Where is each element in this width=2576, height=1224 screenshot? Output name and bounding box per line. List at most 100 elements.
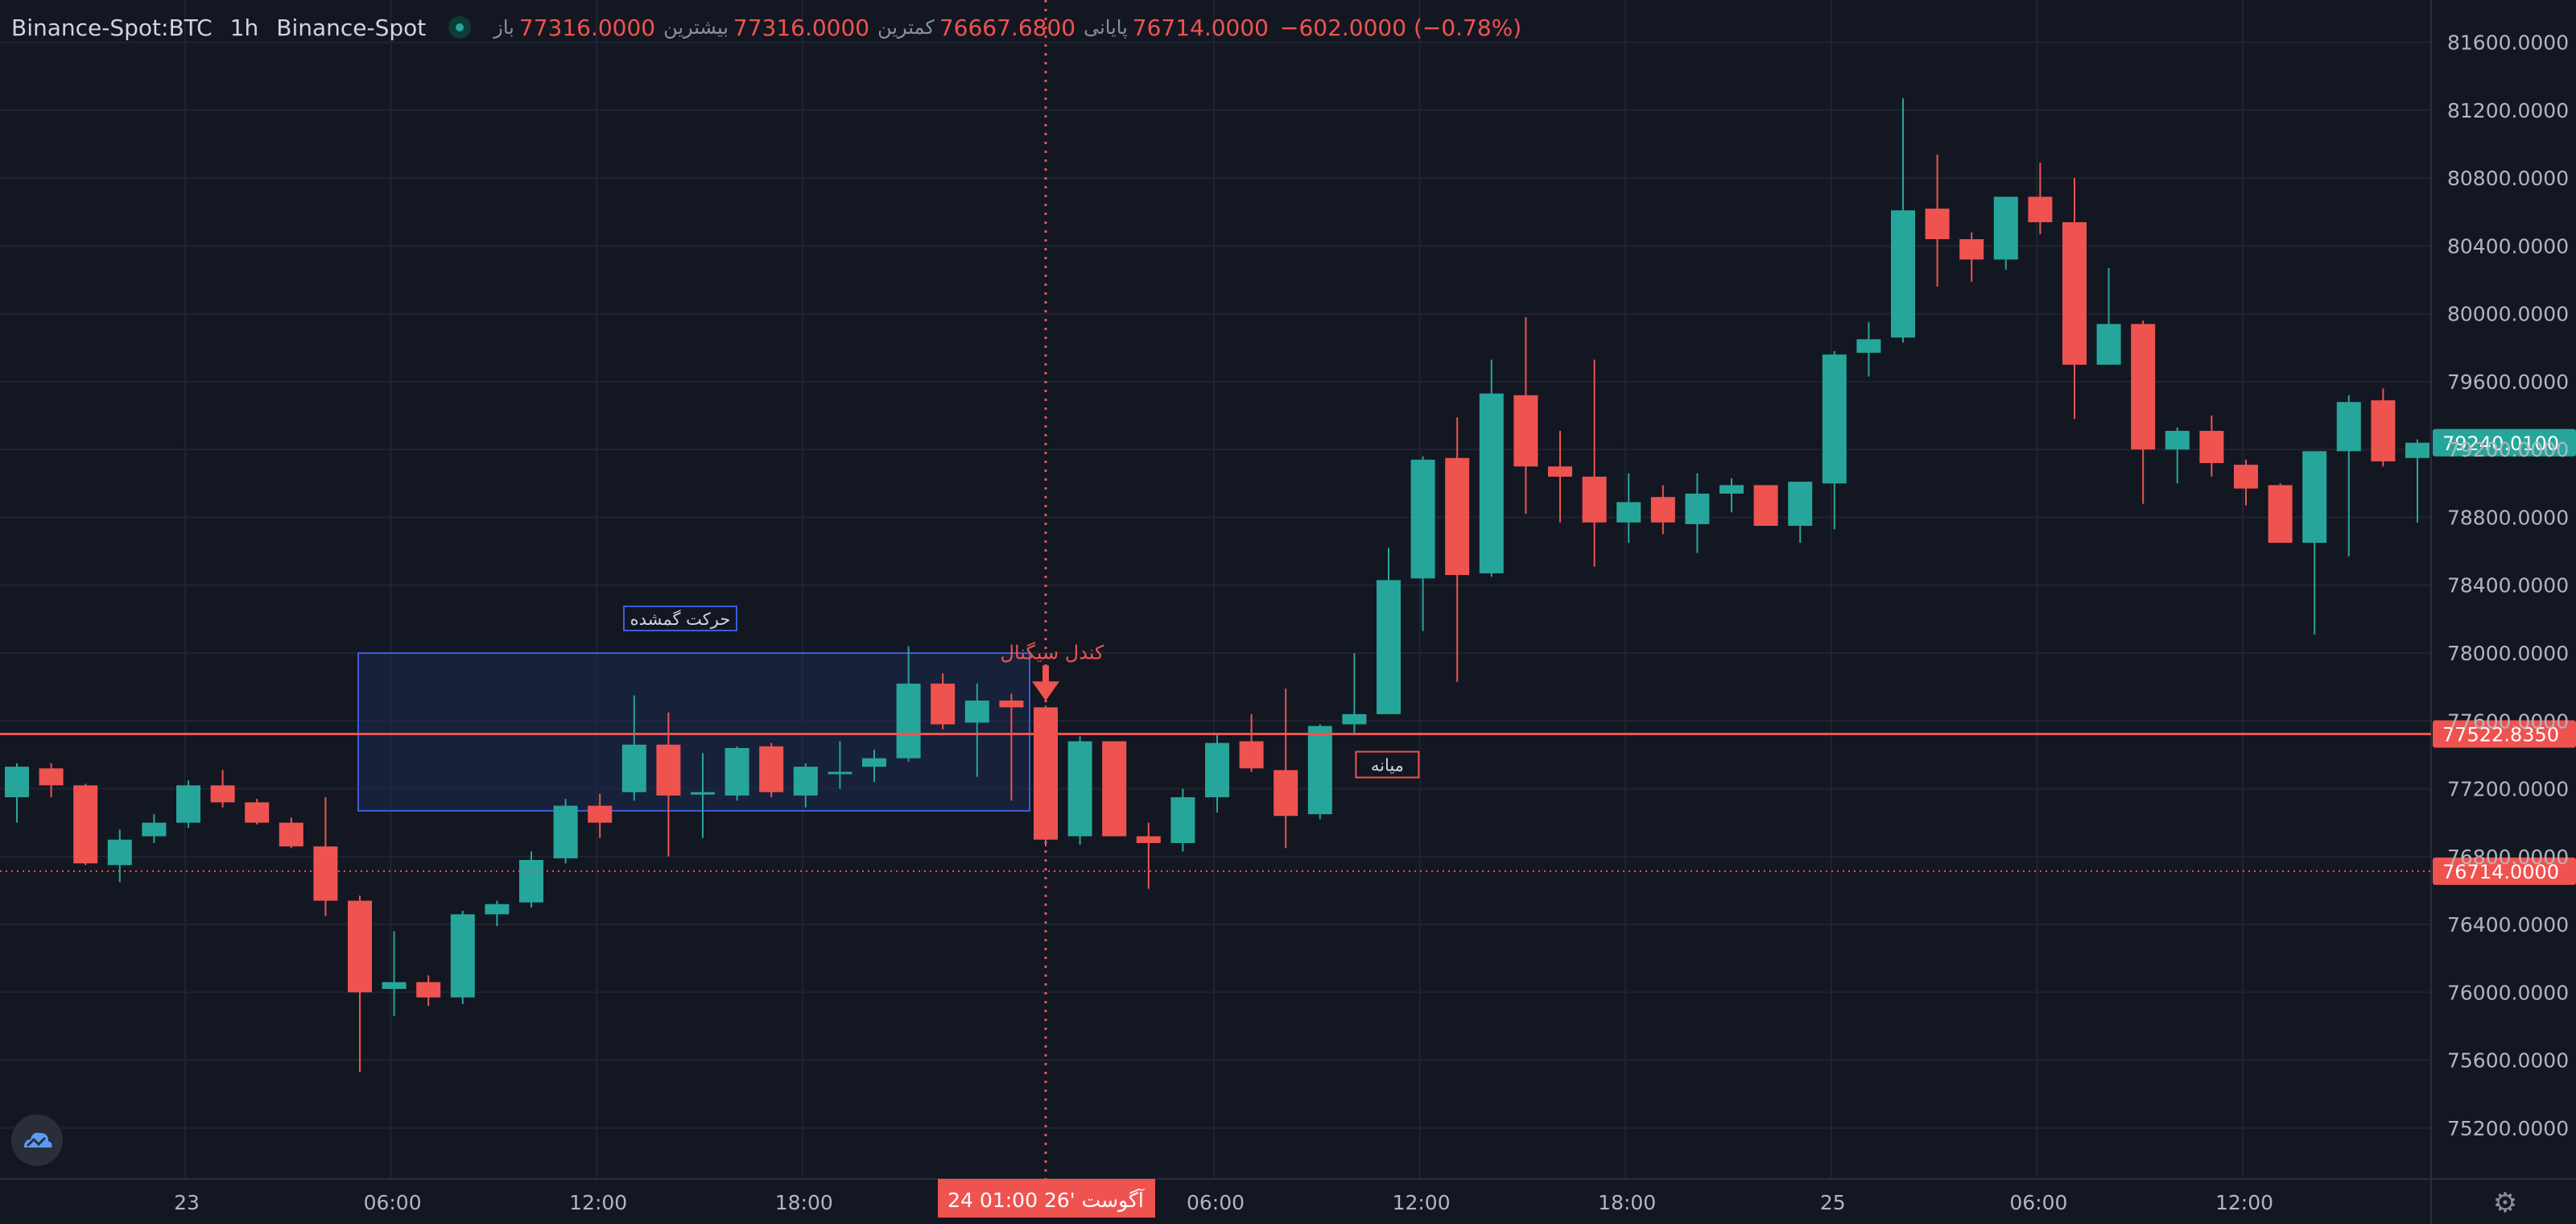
candle-up[interactable] [382,982,407,990]
candle-down[interactable] [1925,209,1950,240]
candle-up[interactable] [553,805,578,858]
change-value: −602.0000 (−0.78%) [1279,14,1522,41]
candle-down[interactable] [931,683,956,725]
candle-down[interactable] [245,802,270,823]
candle-up[interactable] [2302,451,2327,544]
candle-down[interactable] [279,822,303,847]
candle-up[interactable] [2165,431,2190,450]
candle-down[interactable] [1753,485,1778,527]
candle-up[interactable] [1170,797,1195,843]
candle-up[interactable] [107,839,132,866]
price-badge-label: 76714.0000 [2442,861,2559,883]
candle-up[interactable] [691,792,715,795]
candle-down[interactable] [2371,400,2396,461]
low-label: کمترین [877,16,935,39]
candle-down[interactable] [2028,196,2053,222]
open-value: 77316.0000 [518,14,656,41]
tradingview-cloud-logo-icon[interactable] [11,1114,63,1166]
candle-up[interactable] [1685,493,1710,524]
range-box[interactable] [357,651,1030,812]
candle-down[interactable] [2131,324,2156,450]
candle-down[interactable] [210,785,235,803]
candle-down[interactable] [416,982,441,998]
candle-down[interactable] [2268,485,2293,544]
low-value: 76667.6800 [939,14,1076,41]
candle-up[interactable] [1377,580,1401,714]
candle-up[interactable] [1410,459,1435,579]
candle-up[interactable] [862,758,886,767]
y-tick-label: 78000.0000 [2447,642,2569,665]
candle-down[interactable] [1274,770,1298,817]
candle-up[interactable] [176,785,200,823]
candle-down[interactable] [1136,836,1161,843]
candle-up[interactable] [1891,210,1915,338]
x-tick-label: 25 [1820,1191,1846,1214]
candle-down[interactable] [1445,457,1470,576]
high-value: 77316.0000 [733,14,870,41]
x-tick-label: 23 [174,1191,200,1214]
candle-up[interactable] [142,822,167,837]
candle-up[interactable] [1479,393,1504,573]
candle-up[interactable] [621,744,646,792]
candle-up[interactable] [485,904,510,915]
candle-down[interactable] [656,744,681,796]
candle-up[interactable] [1856,339,1881,354]
open-label: باز [493,16,514,39]
price-badge-label: 77522.8350 [2442,724,2559,746]
candle-down[interactable] [1034,707,1058,840]
candle-down[interactable] [348,900,372,993]
candle-down[interactable] [73,785,98,864]
y-tick-label: 79600.0000 [2447,370,2569,394]
candle-down[interactable] [999,700,1024,708]
price-badge [2433,428,2576,457]
range-box-title-frame [623,605,737,631]
candle-up[interactable] [1788,482,1813,527]
candle-up[interactable] [450,914,475,998]
candle-down[interactable] [1582,476,1607,523]
symbol-name[interactable]: Binance-Spot:BTC [11,14,213,41]
x-tick-label: 12:00 [1393,1191,1451,1214]
candle-up[interactable] [1205,742,1229,798]
candle-up[interactable] [2336,402,2361,452]
candle-up[interactable] [828,771,852,775]
candle-up[interactable] [1307,726,1332,815]
x-tick-label: 06:00 [364,1191,422,1214]
midline-label: میانه [1371,756,1404,775]
legend: Binance-Spot:BTC 1h Binance-Spot باز 773… [11,11,1521,43]
candle-down[interactable] [1513,395,1538,467]
candle-up[interactable] [724,747,749,796]
market-status-icon [448,16,472,39]
y-tick-label: 81200.0000 [2447,99,2569,122]
candle-down[interactable] [1548,466,1572,477]
candle-up[interactable] [2405,442,2429,458]
candle-down[interactable] [588,805,613,823]
candle-down[interactable] [2234,465,2258,489]
candle-up[interactable] [1822,354,1847,484]
gear-icon[interactable]: ⚙ [2492,1187,2518,1219]
candle-up[interactable] [1342,713,1367,725]
candle-up[interactable] [1993,196,2018,260]
candle-down[interactable] [313,846,338,901]
candle-up[interactable] [5,767,29,798]
candle-up[interactable] [964,700,989,723]
candle-down[interactable] [1102,741,1127,837]
candle-up[interactable] [1719,485,1744,494]
candle-down[interactable] [2199,431,2224,464]
interval-label[interactable]: 1h [229,14,259,41]
candle-down[interactable] [1959,239,1984,260]
candle-down[interactable] [39,768,64,786]
candle-up[interactable] [793,767,818,796]
candle-down[interactable] [1239,741,1264,769]
candle-up[interactable] [896,683,921,759]
candle-down[interactable] [2062,221,2087,365]
crosshair-time-badge [938,1179,1155,1218]
candle-up[interactable] [2096,324,2121,365]
candle-down[interactable] [759,746,784,792]
crosshair-time-label: 24 آگوست '26 01:00 [947,1188,1145,1212]
candle-up[interactable] [519,859,543,903]
y-tick-label: 78400.0000 [2447,574,2569,598]
candle-up[interactable] [1067,741,1092,837]
candle-down[interactable] [1650,497,1675,523]
candle-up[interactable] [1616,502,1641,523]
